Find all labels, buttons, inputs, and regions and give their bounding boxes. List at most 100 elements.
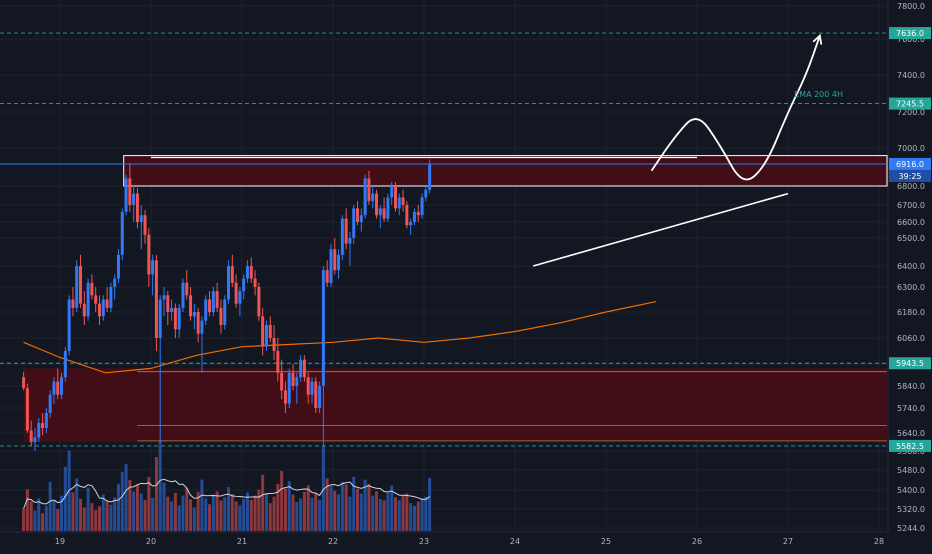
candle-body[interactable] [405,205,409,226]
price-axis[interactable]: 7800.0 7600.0 7400.0 7200.0 7000.0 6800.0 6700… [887,0,931,533]
candle-body[interactable] [276,351,280,373]
candle-body[interactable] [321,270,325,386]
candle-body[interactable] [200,320,204,334]
candle-body[interactable] [22,377,26,389]
candle-body[interactable] [359,215,363,222]
candle-body[interactable] [371,193,375,202]
candle-body[interactable] [344,218,348,244]
candle-body[interactable] [60,377,64,395]
candle-body[interactable] [63,351,67,378]
candle-body[interactable] [90,282,94,296]
candle-body[interactable] [135,193,139,222]
candle-body[interactable] [420,197,424,216]
candle-body[interactable] [249,266,253,279]
candle-body[interactable] [132,193,136,205]
candle-body[interactable] [113,278,117,287]
projection-path[interactable] [650,35,821,181]
candle-body[interactable] [219,307,223,325]
candle-body[interactable] [181,282,185,308]
candle-body[interactable] [302,359,306,378]
candle-body[interactable] [56,381,60,395]
candle-body[interactable] [428,163,432,190]
candle-body[interactable] [363,178,367,216]
candle-body[interactable] [412,211,416,222]
candle-body[interactable] [390,186,394,198]
price-badge[interactable] [889,157,931,170]
candle-body[interactable] [264,325,268,347]
candle-body[interactable] [86,282,90,317]
candle-body[interactable] [177,307,181,330]
candle-body[interactable] [192,312,196,317]
candle-body[interactable] [109,287,113,308]
candle-body[interactable] [204,299,208,321]
candle-body[interactable] [25,388,29,431]
candle-body[interactable] [318,386,322,408]
candle-body[interactable] [227,266,231,300]
candle-body[interactable] [378,208,382,216]
support-zone[interactable] [23,368,888,442]
candle-body[interactable] [291,372,295,386]
ascending-trendline[interactable] [532,192,789,267]
price-badge[interactable] [889,439,931,452]
candle-body[interactable] [375,193,379,216]
candle-body[interactable] [211,291,215,312]
candle-body[interactable] [283,390,287,404]
candle-body[interactable] [416,211,420,216]
price-badge[interactable] [889,97,931,110]
candle-body[interactable] [173,307,177,330]
candle-body[interactable] [143,215,147,235]
candle-body[interactable] [393,186,397,209]
candle-body[interactable] [105,299,109,308]
candles[interactable] [22,159,432,451]
candle-body[interactable] [154,260,158,338]
candle-body[interactable] [196,312,200,334]
candle-body[interactable] [120,211,124,255]
candle-body[interactable] [166,295,170,312]
candle-body[interactable] [162,295,166,300]
candle-body[interactable] [67,299,71,352]
candle-body[interactable] [280,372,284,391]
candle-body[interactable] [401,197,405,205]
candle-body[interactable] [185,282,189,296]
candle-body[interactable] [147,234,151,275]
candle-body[interactable] [71,299,75,308]
candle-body[interactable] [238,291,242,304]
candle-body[interactable] [397,197,401,209]
candle-body[interactable] [295,377,299,386]
candle-body[interactable] [189,295,193,317]
candle-body[interactable] [208,299,212,313]
candle-body[interactable] [325,270,329,283]
candle-body[interactable] [33,437,37,443]
candle-body[interactable] [116,254,120,279]
candle-body[interactable] [48,394,52,413]
candle-body[interactable] [242,278,246,292]
candle-body[interactable] [356,208,360,222]
candle-body[interactable] [257,287,261,317]
candle-body[interactable] [314,381,318,408]
time-axis[interactable]: 19 20 21 22 23 24 25 26 27 28 [0,531,888,546]
price-badge[interactable] [889,357,931,370]
candle-body[interactable] [348,238,352,244]
candle-body[interactable] [139,215,143,222]
candle-body[interactable] [337,254,341,271]
candle-body[interactable] [382,208,386,219]
candle-body[interactable] [128,178,132,205]
candle-body[interactable] [97,303,101,317]
candle-body[interactable] [386,197,390,219]
candle-body[interactable] [94,295,98,304]
candle-body[interactable] [329,249,333,283]
candle-body[interactable] [253,278,257,287]
candle-body[interactable] [41,423,45,428]
candle-body[interactable] [234,282,238,304]
candle-body[interactable] [230,266,234,283]
candle-body[interactable] [333,249,337,271]
candle-body[interactable] [170,307,174,312]
candle-body[interactable] [268,325,272,338]
candle-body[interactable] [29,430,33,443]
candle-body[interactable] [37,423,41,438]
candle-body[interactable] [82,303,86,317]
candle-body[interactable] [424,189,428,198]
candle-body[interactable] [409,222,413,226]
candle-body[interactable] [340,218,344,255]
